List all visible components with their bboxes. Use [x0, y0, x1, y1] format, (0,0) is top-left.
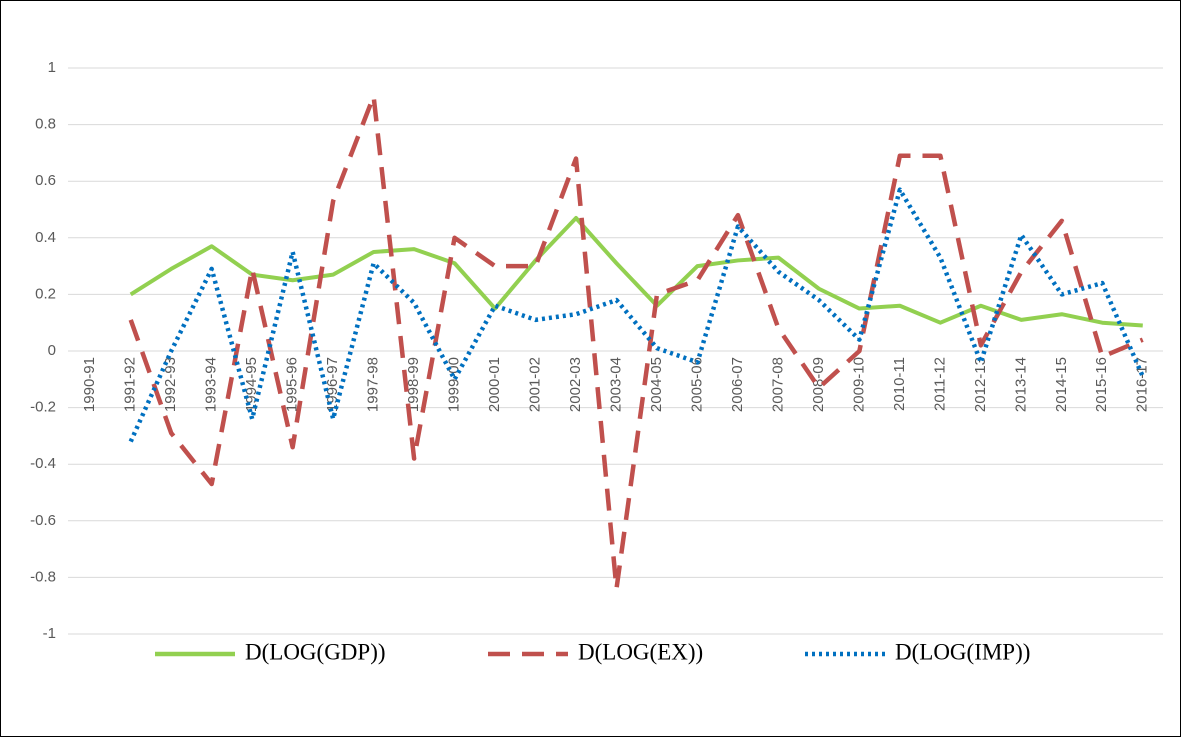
y-tick-label: -0.8 [30, 568, 56, 585]
y-tick-label: 0 [48, 342, 56, 359]
x-tick-label: 1994-95 [243, 357, 260, 412]
y-tick-label: -1 [43, 625, 56, 642]
x-tick-label: 2002-03 [567, 357, 584, 412]
x-tick-label: 2015-16 [1093, 357, 1110, 412]
y-tick-label: 0.4 [35, 229, 56, 246]
x-tick-label: 2007-08 [769, 357, 786, 412]
series-line [128, 94, 1144, 591]
y-tick-label: 0.8 [35, 116, 56, 133]
x-tick-label: 2014-15 [1053, 357, 1070, 412]
x-tick-label: 2005-06 [688, 357, 705, 412]
legend-label: D(LOG(GDP)) [245, 639, 386, 664]
x-tick-label: 2000-01 [486, 357, 503, 412]
y-tick-label: -0.2 [30, 399, 56, 416]
x-tick-label: 2008-09 [810, 357, 827, 412]
x-tick-label: 2004-05 [648, 357, 665, 412]
x-tick-label: 1991-92 [122, 357, 139, 412]
legend-label: D(LOG(IMP)) [895, 639, 1030, 664]
x-tick-label: 2001-02 [527, 357, 544, 412]
x-tick-label: 2010-11 [891, 357, 908, 411]
y-tick-label: -0.4 [30, 455, 56, 472]
x-tick-label: 1997-98 [365, 357, 382, 412]
x-tick-label: 1993-94 [203, 357, 220, 412]
x-tick-label: 1990-91 [81, 357, 98, 412]
x-tick-label: 2013-14 [1012, 357, 1029, 412]
x-tick-label: 2009-10 [850, 357, 867, 412]
y-tick-label: 0.6 [35, 172, 56, 189]
x-tick-label: 1996-97 [324, 357, 341, 412]
y-tick-label: 1 [48, 59, 56, 76]
x-tick-label: 2012-13 [972, 357, 989, 412]
x-tick-label: 1995-96 [284, 357, 301, 412]
series-line [128, 187, 1145, 443]
y-tick-label: 0.2 [35, 285, 56, 302]
x-tick-label: 2016-17 [1134, 357, 1151, 412]
x-tick-label: 2003-04 [607, 357, 624, 412]
x-tick-label: 1998-99 [405, 357, 422, 412]
x-tick-label: 1992-93 [162, 357, 179, 412]
x-tick-label: 2006-07 [729, 357, 746, 412]
legend-label: D(LOG(EX)) [578, 639, 703, 664]
x-tick-label: 2011-12 [931, 357, 948, 411]
y-tick-label: -0.6 [30, 512, 56, 529]
